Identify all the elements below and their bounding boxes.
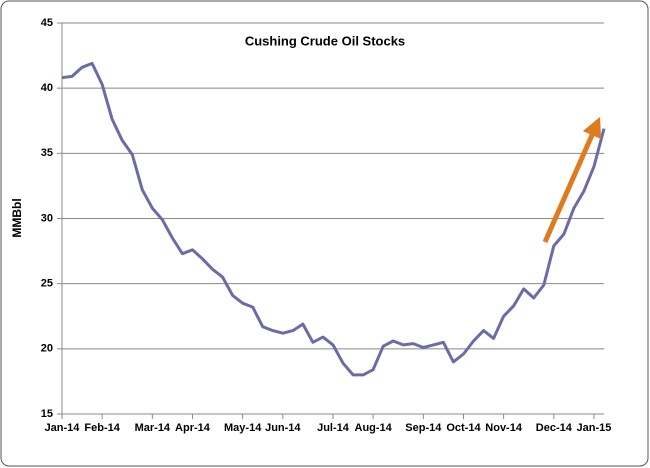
x-tick-label: Aug-14 — [355, 422, 393, 434]
arrow — [542, 116, 602, 244]
y-tick-label: 40 — [41, 82, 53, 94]
y-axis-label: MMBbl — [10, 198, 24, 237]
x-tick-label: Feb-14 — [84, 422, 120, 434]
y-tick-label: 30 — [41, 212, 53, 224]
plot: 15 20 25 30 35 40 45 Jan-14 Feb-14 Mar-14 Apr-14 Ma… — [41, 17, 612, 434]
x-tick-label: Jan-14 — [45, 422, 81, 434]
y-tick-label: 20 — [41, 343, 53, 355]
x-tick-label: Nov-14 — [485, 422, 523, 434]
y-tick-label: 45 — [41, 17, 53, 29]
x-tick-label: Jul-14 — [317, 422, 350, 434]
x-tick-label: Jun-14 — [265, 422, 301, 434]
chart-title: Cushing Crude Oil Stocks — [245, 33, 405, 48]
y-tick-label: 15 — [41, 408, 53, 420]
x-tick-label: Apr-14 — [175, 422, 211, 434]
x-tick-label: Oct-14 — [446, 422, 481, 434]
series-line — [61, 61, 606, 377]
x-tick-label: Sep-14 — [405, 422, 442, 434]
x-tick-label: May-14 — [224, 422, 262, 434]
y-tick-label: 35 — [41, 147, 53, 159]
y-tick-label: 25 — [41, 278, 53, 290]
x-tick-label: Mar-14 — [135, 422, 171, 434]
x-tick-label: Jan-15 — [577, 422, 612, 434]
x-tick-label: Dec-14 — [536, 422, 573, 434]
